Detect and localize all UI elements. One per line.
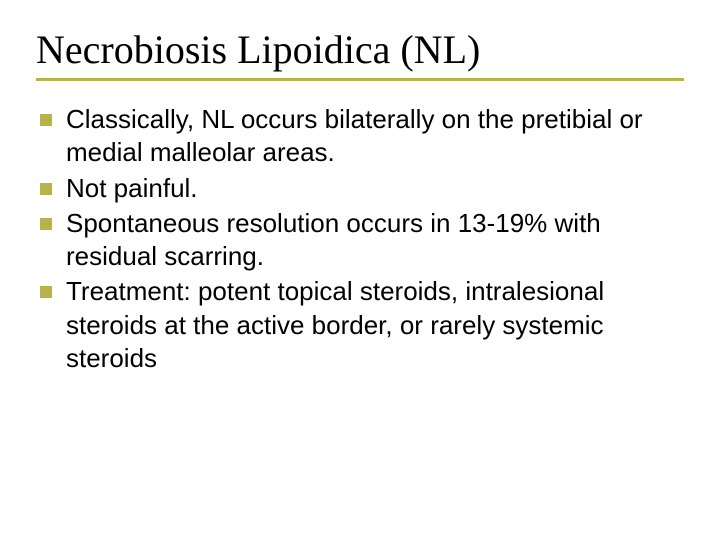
list-item: Spontaneous resolution occurs in 13-19% …: [40, 207, 684, 274]
slide-body: Classically, NL occurs bilaterally on th…: [36, 103, 684, 375]
bullet-text: Treatment: potent topical steroids, intr…: [66, 275, 684, 375]
list-item: Classically, NL occurs bilaterally on th…: [40, 103, 684, 170]
bullet-text: Not painful.: [66, 172, 198, 205]
square-bullet-icon: [40, 218, 52, 230]
bullet-text: Classically, NL occurs bilaterally on th…: [66, 103, 684, 170]
square-bullet-icon: [40, 286, 52, 298]
slide-title: Necrobiosis Lipoidica (NL): [36, 28, 684, 72]
square-bullet-icon: [40, 114, 52, 126]
bullet-text: Spontaneous resolution occurs in 13-19% …: [66, 207, 684, 274]
slide: Necrobiosis Lipoidica (NL) Classically, …: [0, 0, 720, 540]
list-item: Treatment: potent topical steroids, intr…: [40, 275, 684, 375]
list-item: Not painful.: [40, 172, 684, 205]
square-bullet-icon: [40, 183, 52, 195]
title-underline: [36, 78, 684, 81]
